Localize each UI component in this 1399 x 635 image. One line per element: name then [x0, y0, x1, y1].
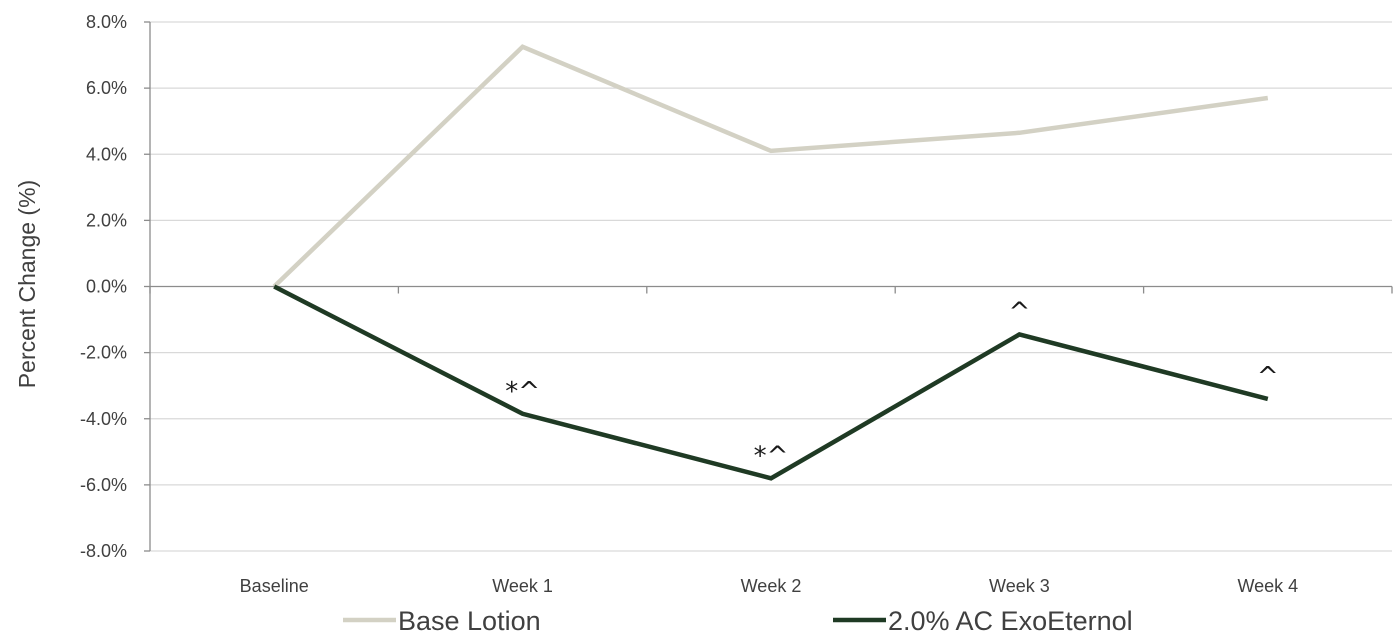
legend-label: 2.0% AC ExoEternol: [888, 606, 1133, 635]
x-tick-label: Week 3: [989, 576, 1050, 596]
series-line-2: [273, 284, 1269, 481]
significance-annotation: ^: [1257, 362, 1279, 392]
y-tick-label: -2.0%: [80, 343, 127, 363]
y-tick-label: 2.0%: [86, 210, 127, 230]
x-tick-label: Week 4: [1237, 576, 1298, 596]
significance-annotation: *^: [754, 441, 789, 471]
series-lines: [272, 44, 1269, 481]
x-tick-label: Week 1: [492, 576, 553, 596]
y-tick-label: 0.0%: [86, 277, 127, 297]
gridlines: [150, 21, 1392, 552]
y-tick-label: -6.0%: [80, 475, 127, 495]
y-tick-label: 4.0%: [86, 144, 127, 164]
series-line-1: [272, 44, 1269, 289]
y-tick-label: 8.0%: [86, 12, 127, 32]
x-tick-labels: Baseline Week 1 Week 2 Week 3 Week 4: [240, 576, 1298, 596]
legend-label: Base Lotion: [398, 606, 541, 635]
significance-annotations: *^ *^ ^ ^: [505, 297, 1278, 471]
legend: Base Lotion 2.0% AC ExoEternol: [343, 606, 1133, 635]
y-tick-label: -8.0%: [80, 541, 127, 561]
y-tick-label: 6.0%: [86, 78, 127, 98]
significance-annotation: *^: [505, 377, 540, 407]
y-tick-label: -4.0%: [80, 409, 127, 429]
significance-annotation: ^: [1009, 297, 1031, 327]
x-tick-label: Week 2: [741, 576, 802, 596]
axes: [144, 21, 1393, 552]
y-tick-labels: 8.0% 6.0% 4.0% 2.0% 0.0% -2.0% -4.0% -6.0% -8.0%: [80, 12, 127, 561]
x-tick-label: Baseline: [240, 576, 309, 596]
y-axis-title: Percent Change (%): [14, 180, 40, 388]
